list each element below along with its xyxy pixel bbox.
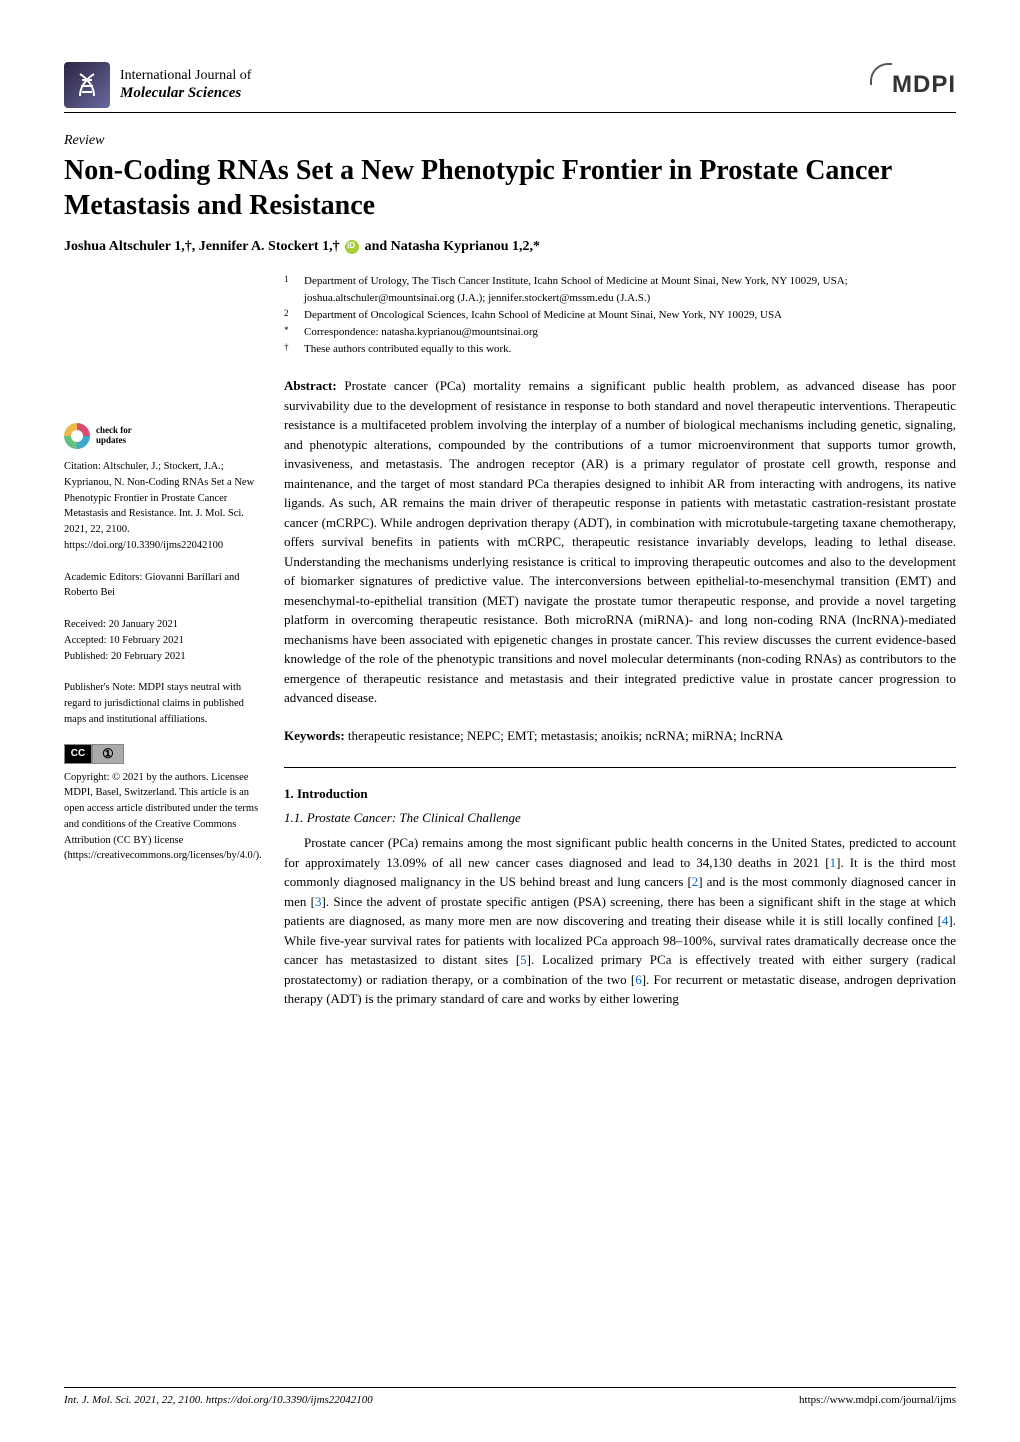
footer-left: Int. J. Mol. Sci. 2021, 22, 2100. https:… — [64, 1394, 373, 1406]
article-type: Review — [64, 133, 956, 149]
intro-paragraph: Prostate cancer (PCa) remains among the … — [284, 833, 956, 1009]
received-date: Received: 20 January 2021 — [64, 617, 260, 633]
check-updates-line2: updates — [96, 436, 132, 446]
accepted-date: Accepted: 10 February 2021 — [64, 633, 260, 649]
abstract: Abstract: Prostate cancer (PCa) mortalit… — [284, 376, 956, 708]
subsection-heading: 1.1. Prostate Cancer: The Clinical Chall… — [284, 808, 956, 828]
affil-row: 2 Department of Oncological Sciences, Ic… — [284, 307, 956, 324]
authors-part2: and Natasha Kyprianou 1,2,* — [365, 239, 540, 254]
authors-line: Joshua Altschuler 1,†, Jennifer A. Stock… — [64, 239, 956, 255]
journal-brand: International Journal of Molecular Scien… — [64, 62, 251, 108]
published-date: Published: 20 February 2021 — [64, 649, 260, 665]
page-footer: Int. J. Mol. Sci. 2021, 22, 2100. https:… — [64, 1387, 956, 1406]
journal-icon — [64, 62, 110, 108]
affil-row: * Correspondence: natasha.kyprianou@moun… — [284, 324, 956, 341]
abstract-label: Abstract: — [284, 378, 337, 393]
section-heading: 1. Introduction — [284, 784, 956, 804]
affil-sup: † — [284, 341, 294, 358]
para-text: ]. Since the advent of prostate specific… — [284, 894, 956, 929]
affil-row: 1 Department of Urology, The Tisch Cance… — [284, 273, 956, 307]
crossmark-icon — [64, 423, 90, 449]
keywords-label: Keywords: — [284, 728, 345, 743]
citation-block: Citation: Altschuler, J.; Stockert, J.A.… — [64, 459, 260, 554]
check-updates-badge[interactable]: check for updates — [64, 423, 260, 449]
sidebar: check for updates Citation: Altschuler, … — [64, 273, 260, 1009]
affiliations: 1 Department of Urology, The Tisch Cance… — [284, 273, 956, 358]
citation-text: Citation: Altschuler, J.; Stockert, J.A.… — [64, 461, 254, 551]
footer-right[interactable]: https://www.mdpi.com/journal/ijms — [799, 1394, 956, 1406]
authors-part1: Joshua Altschuler 1,†, Jennifer A. Stock… — [64, 239, 340, 254]
affil-sup: 2 — [284, 307, 294, 324]
affil-text: Correspondence: natasha.kyprianou@mounts… — [304, 324, 538, 341]
abstract-text: Prostate cancer (PCa) mortality remains … — [284, 378, 956, 705]
main-column: 1 Department of Urology, The Tisch Cance… — [284, 273, 956, 1009]
keywords-text: therapeutic resistance; NEPC; EMT; metas… — [348, 728, 783, 743]
affil-sup: * — [284, 324, 294, 341]
dates-block: Received: 20 January 2021 Accepted: 10 F… — [64, 617, 260, 664]
copyright-block: Copyright: © 2021 by the authors. Licens… — [64, 770, 260, 865]
journal-name-line1: International Journal of — [120, 68, 251, 85]
affil-sup: 1 — [284, 273, 294, 307]
keywords: Keywords: therapeutic resistance; NEPC; … — [284, 726, 956, 746]
check-updates-text: check for updates — [96, 426, 132, 446]
publisher-logo: MDPI — [874, 71, 956, 99]
affil-text: Department of Oncological Sciences, Icah… — [304, 307, 782, 324]
article-title: Non-Coding RNAs Set a New Phenotypic Fro… — [64, 153, 956, 223]
affil-row: † These authors contributed equally to t… — [284, 341, 956, 358]
journal-name: International Journal of Molecular Scien… — [120, 68, 251, 103]
editors-block: Academic Editors: Giovanni Barillari and… — [64, 570, 260, 602]
journal-header: International Journal of Molecular Scien… — [64, 62, 956, 113]
journal-name-line2: Molecular Sciences — [120, 84, 251, 102]
publishers-note: Publisher's Note: MDPI stays neutral wit… — [64, 680, 260, 727]
affil-text: Department of Urology, The Tisch Cancer … — [304, 273, 956, 307]
section-divider — [284, 767, 956, 768]
cc-box-left: CC — [64, 744, 92, 764]
cc-box-right: ① — [92, 744, 124, 764]
cc-license-badge[interactable]: CC ① — [64, 744, 260, 764]
affil-text: These authors contributed equally to thi… — [304, 341, 511, 358]
orcid-icon[interactable] — [345, 240, 359, 254]
